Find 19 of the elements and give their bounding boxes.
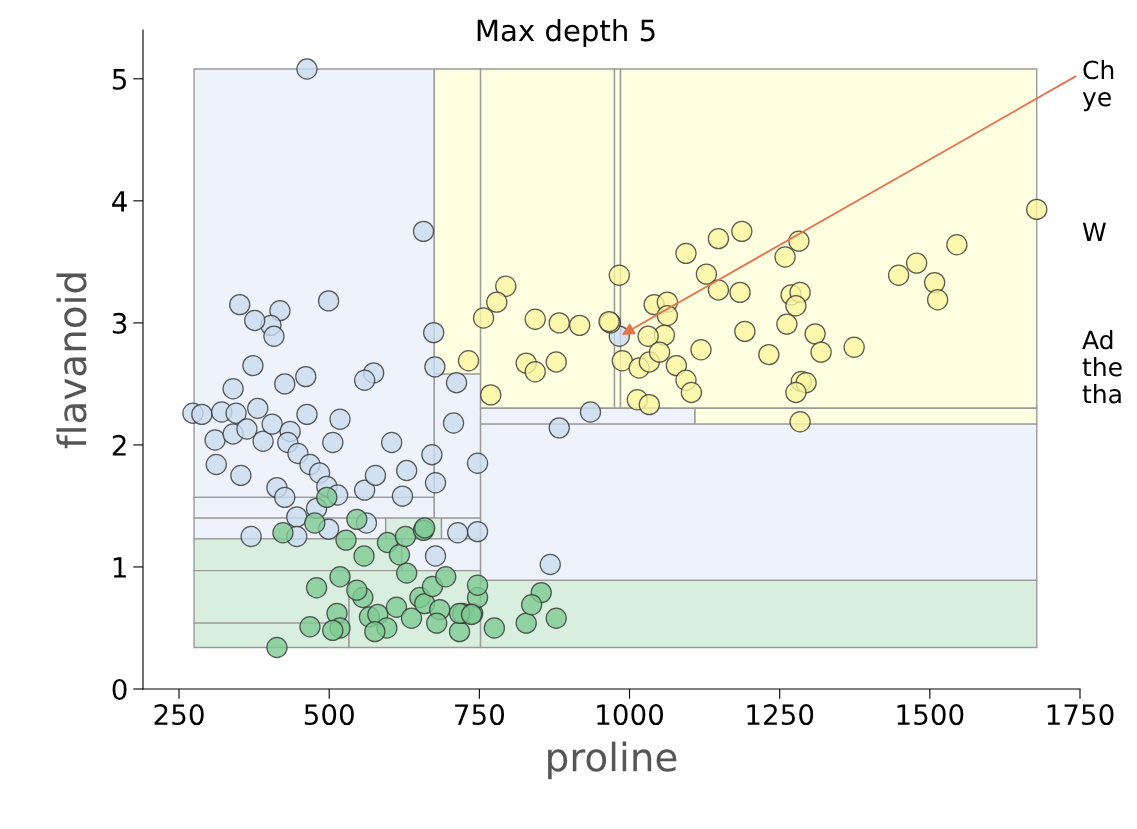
x-axis-title: proline (548, 741, 677, 780)
x-tick-label: 1750 (1047, 704, 1114, 726)
annotation: Ch ye (1082, 60, 1114, 112)
x-tick-label: 500 (304, 704, 354, 726)
y-tick-label: 2 (112, 434, 126, 456)
x-tick-label: 250 (154, 704, 204, 726)
y-axis-title: flavanoid (56, 273, 87, 449)
y-tick-label: 0 (112, 678, 127, 700)
x-tick-label: 1500 (897, 704, 964, 726)
x-tick-label: 1250 (747, 704, 814, 726)
chart-title: Max depth 5 (477, 18, 655, 48)
x-tick-label: 750 (455, 704, 505, 726)
y-tick-label: 5 (112, 69, 126, 90)
y-tick-label: 3 (112, 312, 127, 334)
y-tick-label: 4 (112, 191, 127, 212)
text: W (1082, 222, 1106, 241)
x-tick-label: 1000 (597, 704, 664, 726)
text: Ad the tha (1082, 330, 1122, 404)
y-tick-label: 1 (113, 557, 126, 578)
